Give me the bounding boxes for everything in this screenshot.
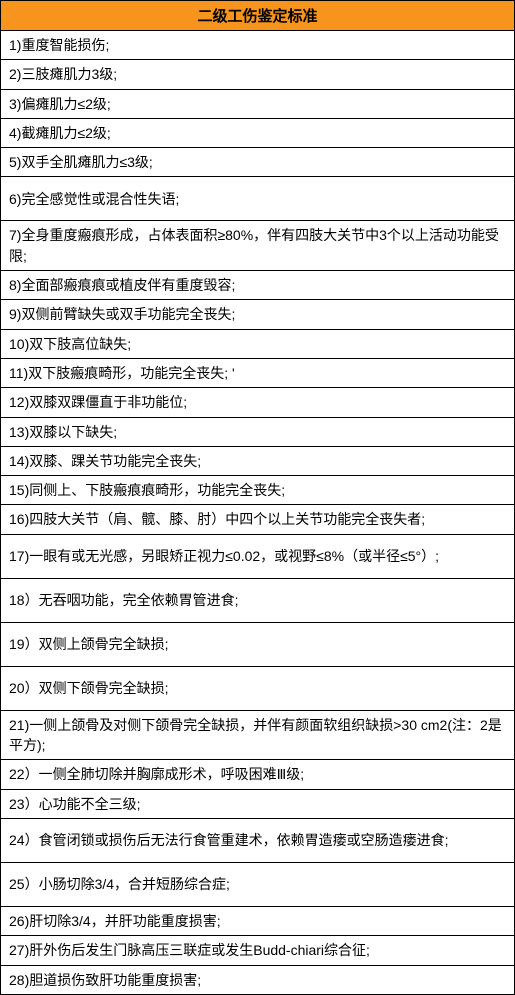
standard-item: 5)双手全肌瘫肌力≤3级;: [1, 148, 515, 177]
standard-text: 2)三肢瘫肌力3级;: [9, 66, 117, 82]
standard-item: 19）双侧上颌骨完全缺损;: [1, 622, 515, 666]
table-header: 二级工伤鉴定标准: [1, 1, 515, 31]
standard-item: 18）无吞咽功能，完全依赖胃管进食;: [1, 578, 515, 622]
table-row: 16)四肢大关节（肩、髋、膝、肘）中四个以上关节功能完全丧失者;: [1, 505, 515, 534]
standard-text: 16)四肢大关节（肩、髋、膝、肘）中四个以上关节功能完全丧失者;: [9, 511, 425, 527]
standard-item: 22）一侧全肺切除并胸廓成形术，呼吸困难Ⅲ级;: [1, 760, 515, 789]
table-row: 28)胆道损伤致肝功能重度损害;: [1, 965, 515, 994]
standard-item: 4)截瘫肌力≤2级;: [1, 118, 515, 147]
table-row: 1)重度智能损伤;: [1, 31, 515, 60]
standard-item: 28)胆道损伤致肝功能重度损害;: [1, 965, 515, 994]
standard-item: 10)双下肢高位缺失;: [1, 329, 515, 358]
standard-text: 21)一侧上颌骨及对侧下颌骨完全缺损，并伴有颜面软组织缺损>30 cm2(注：2…: [9, 717, 502, 753]
standard-text: 13)双膝以下缺失;: [9, 424, 117, 440]
header-title: 二级工伤鉴定标准: [197, 8, 317, 25]
table-row: 9)双侧前臂缺失或双手功能完全丧失;: [1, 300, 515, 329]
standard-text: 3)偏瘫肌力≤2级;: [9, 96, 111, 112]
standard-item: 11)双下肢瘢痕畸形，功能完全丧失; ': [1, 358, 515, 387]
table-row: 24）食管闭锁或损伤后无法行食管重建术，依赖胃造瘘或空肠造瘘进食;: [1, 818, 515, 862]
table-row: 26)肝切除3/4，并肝功能重度损害;: [1, 906, 515, 935]
standard-text: 9)双侧前臂缺失或双手功能完全丧失;: [9, 306, 235, 322]
standard-text: 24）食管闭锁或损伤后无法行食管重建术，依赖胃造瘘或空肠造瘘进食;: [9, 832, 448, 848]
standard-text: 5)双手全肌瘫肌力≤3级;: [9, 154, 153, 170]
standard-item: 15)同侧上、下肢瘢痕痕畸形，功能完全丧失;: [1, 476, 515, 505]
table-row: 12)双膝双踝僵直于非功能位;: [1, 388, 515, 417]
table-row: 2)三肢瘫肌力3级;: [1, 60, 515, 89]
standard-text: 7)全身重度瘢痕形成，占体表面积≥80%，伴有四肢大关节中3个以上活动功能受限;: [9, 227, 499, 263]
standard-text: 27)肝外伤后发生门脉高压三联症或发生Budd-chiari综合征;: [9, 942, 370, 958]
table-row: 11)双下肢瘢痕畸形，功能完全丧失; ': [1, 358, 515, 387]
table-row: 3)偏瘫肌力≤2级;: [1, 89, 515, 118]
standard-item: 27)肝外伤后发生门脉高压三联症或发生Budd-chiari综合征;: [1, 936, 515, 965]
standard-text: 8)全面部瘢痕痕或植皮伴有重度毁容;: [9, 277, 235, 293]
table-row: 27)肝外伤后发生门脉高压三联症或发生Budd-chiari综合征;: [1, 936, 515, 965]
table-row: 17)一眼有或无光感，另眼矫正视力≤0.02，或视野≤8%（或半径≤5°）;: [1, 534, 515, 578]
table-row: 15)同侧上、下肢瘢痕痕畸形，功能完全丧失;: [1, 476, 515, 505]
standard-item: 8)全面部瘢痕痕或植皮伴有重度毁容;: [1, 271, 515, 300]
standard-text: 10)双下肢高位缺失;: [9, 336, 131, 352]
standard-text: 19）双侧上颌骨完全缺损;: [9, 636, 168, 652]
table-row: 5)双手全肌瘫肌力≤3级;: [1, 148, 515, 177]
standard-item: 24）食管闭锁或损伤后无法行食管重建术，依赖胃造瘘或空肠造瘘进食;: [1, 818, 515, 862]
table-row: 10)双下肢高位缺失;: [1, 329, 515, 358]
standard-item: 14)双膝、踝关节功能完全丧失;: [1, 446, 515, 475]
standard-item: 23）心功能不全三级;: [1, 789, 515, 818]
standard-text: 4)截瘫肌力≤2级;: [9, 125, 111, 141]
standard-item: 9)双侧前臂缺失或双手功能完全丧失;: [1, 300, 515, 329]
standard-item: 20）双侧下颌骨完全缺损;: [1, 666, 515, 710]
table-row: 22）一侧全肺切除并胸廓成形术，呼吸困难Ⅲ级;: [1, 760, 515, 789]
standard-item: 3)偏瘫肌力≤2级;: [1, 89, 515, 118]
table-row: 6)完全感觉性或混合性失语;: [1, 177, 515, 221]
standard-text: 25）小肠切除3/4，合并短肠综合症;: [9, 876, 230, 892]
table-row: 19）双侧上颌骨完全缺损;: [1, 622, 515, 666]
standard-text: 6)完全感觉性或混合性失语;: [9, 191, 179, 207]
standard-item: 21)一侧上颌骨及对侧下颌骨完全缺损，并伴有颜面软组织缺损>30 cm2(注：2…: [1, 710, 515, 760]
standard-item: 16)四肢大关节（肩、髋、膝、肘）中四个以上关节功能完全丧失者;: [1, 505, 515, 534]
standard-text: 18）无吞咽功能，完全依赖胃管进食;: [9, 592, 238, 608]
table-row: 14)双膝、踝关节功能完全丧失;: [1, 446, 515, 475]
standard-text: 23）心功能不全三级;: [9, 796, 140, 812]
standard-text: 15)同侧上、下肢瘢痕痕畸形，功能完全丧失;: [9, 482, 285, 498]
table-row: 20）双侧下颌骨完全缺损;: [1, 666, 515, 710]
standard-text: 22）一侧全肺切除并胸廓成形术，呼吸困难Ⅲ级;: [9, 766, 304, 782]
standard-text: 11)双下肢瘢痕畸形，功能完全丧失; ': [9, 365, 235, 381]
table-row: 21)一侧上颌骨及对侧下颌骨完全缺损，并伴有颜面软组织缺损>30 cm2(注：2…: [1, 710, 515, 760]
standard-text: 26)肝切除3/4，并肝功能重度损害;: [9, 913, 221, 929]
standard-item: 7)全身重度瘢痕形成，占体表面积≥80%，伴有四肢大关节中3个以上活动功能受限;: [1, 221, 515, 271]
table-row: 23）心功能不全三级;: [1, 789, 515, 818]
table-row: 18）无吞咽功能，完全依赖胃管进食;: [1, 578, 515, 622]
standards-table: 二级工伤鉴定标准 1)重度智能损伤; 2)三肢瘫肌力3级; 3)偏瘫肌力≤2级; 4)…: [0, 0, 515, 995]
standard-item: 25）小肠切除3/4，合并短肠综合症;: [1, 862, 515, 906]
standard-item: 2)三肢瘫肌力3级;: [1, 60, 515, 89]
standard-item: 12)双膝双踝僵直于非功能位;: [1, 388, 515, 417]
standard-item: 17)一眼有或无光感，另眼矫正视力≤0.02，或视野≤8%（或半径≤5°）;: [1, 534, 515, 578]
standard-text: 12)双膝双踝僵直于非功能位;: [9, 394, 187, 410]
standard-item: 13)双膝以下缺失;: [1, 417, 515, 446]
standard-item: 6)完全感觉性或混合性失语;: [1, 177, 515, 221]
standard-text: 17)一眼有或无光感，另眼矫正视力≤0.02，或视野≤8%（或半径≤5°）;: [9, 548, 439, 564]
table-row: 13)双膝以下缺失;: [1, 417, 515, 446]
table-row: 4)截瘫肌力≤2级;: [1, 118, 515, 147]
standard-item: 1)重度智能损伤;: [1, 31, 515, 60]
standard-text: 1)重度智能损伤;: [9, 37, 109, 53]
standard-item: 26)肝切除3/4，并肝功能重度损害;: [1, 906, 515, 935]
standard-text: 14)双膝、踝关节功能完全丧失;: [9, 453, 201, 469]
standard-text: 28)胆道损伤致肝功能重度损害;: [9, 972, 201, 988]
table-body: 1)重度智能损伤; 2)三肢瘫肌力3级; 3)偏瘫肌力≤2级; 4)截瘫肌力≤2级; 5…: [1, 31, 515, 995]
standard-text: 20）双侧下颌骨完全缺损;: [9, 680, 168, 696]
table-row: 8)全面部瘢痕痕或植皮伴有重度毁容;: [1, 271, 515, 300]
table-row: 7)全身重度瘢痕形成，占体表面积≥80%，伴有四肢大关节中3个以上活动功能受限;: [1, 221, 515, 271]
table-row: 25）小肠切除3/4，合并短肠综合症;: [1, 862, 515, 906]
